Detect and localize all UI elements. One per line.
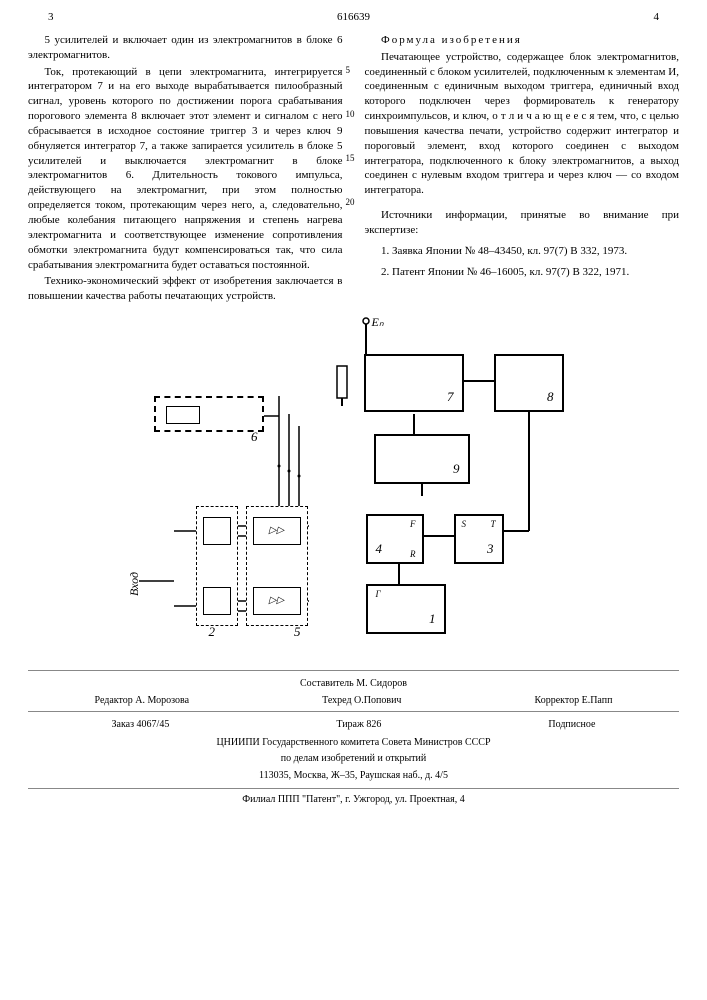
line-number: 20 <box>346 196 355 208</box>
tirage: Тираж 826 <box>336 718 381 732</box>
block-6: 6 <box>154 396 264 432</box>
dept: по делам изобретений и открытий <box>28 752 679 766</box>
para: Печатающее устройство, содержащее блок э… <box>365 50 680 198</box>
right-column: Формула изобретения Печатающее устройств… <box>365 33 680 306</box>
pin-g: Г <box>376 588 381 600</box>
block-4-label: 4 <box>376 540 383 558</box>
block-1-label: 1 <box>429 610 436 628</box>
corrector-name: Корректор Е.Папп <box>535 694 613 708</box>
committee: ЦНИИПИ Государственного комитета Совета … <box>28 736 679 750</box>
tech-name: Техред О.Попович <box>322 694 401 708</box>
block-8: 8 <box>494 354 564 412</box>
block-2-label: 2 <box>209 623 216 641</box>
left-column: 5 усилителей и включает один из электром… <box>28 33 343 306</box>
reference: 1. Заявка Японии № 48–43450, кл. 97(7) В… <box>365 244 680 259</box>
block-6-label: 6 <box>251 428 258 446</box>
block-7-label: 7 <box>447 388 454 406</box>
footer-block: Составитель М. Сидоров Редактор А. Мороз… <box>28 670 679 807</box>
text-columns: 5 усилителей и включает один из электром… <box>28 33 679 306</box>
page-header: 3 616639 4 <box>28 10 679 25</box>
order-row: Заказ 4067/45 Тираж 826 Подписное <box>28 718 679 732</box>
block-9: 9 <box>374 434 470 484</box>
para: Ток, протекающий в цепи электромагнита, … <box>28 65 343 273</box>
block-9-label: 9 <box>453 460 460 478</box>
block-4: F R 4 <box>366 514 424 564</box>
block-8-label: 8 <box>547 388 554 406</box>
block-5: ▷▷ ▷▷ 5 <box>246 506 308 626</box>
block-2: 2 <box>196 506 238 626</box>
page-right: 4 <box>654 10 660 25</box>
pin-en-label: Eₙ <box>372 314 384 330</box>
formula-title: Формула изобретения <box>365 33 680 48</box>
triangle-icon: ▷▷ <box>269 594 284 608</box>
diagram-container: Eₙ 7 8 9 F R 4 S T 3 Г 1 <box>28 316 679 656</box>
triangle-icon: ▷▷ <box>269 524 284 538</box>
inner-box <box>203 517 231 545</box>
pin-r: R <box>410 548 416 560</box>
line-number: 15 <box>346 152 355 164</box>
block-1: Г 1 <box>366 584 446 634</box>
compiler-row: Составитель М. Сидоров <box>28 677 679 691</box>
branch: Филиал ППП "Патент", г. Ужгород, ул. Про… <box>28 788 679 807</box>
addr: 113035, Москва, Ж–35, Раушская наб., д. … <box>28 769 679 783</box>
block-3-label: 3 <box>487 540 494 558</box>
editor-name: Редактор А. Морозова <box>95 694 190 708</box>
reference: 2. Патент Японии № 46–16005, кл. 97(7) В… <box>365 265 680 280</box>
inner-box <box>166 406 200 424</box>
doc-number: 616639 <box>337 10 370 25</box>
line-number: 10 <box>346 108 355 120</box>
block-7: 7 <box>364 354 464 412</box>
amp-box: ▷▷ <box>253 587 301 615</box>
names-row: Редактор А. Морозова Техред О.Попович Ко… <box>28 694 679 713</box>
block-3: S T 3 <box>454 514 504 564</box>
sources-title: Источники информации, принятые во вниман… <box>365 208 680 238</box>
input-label: Вход <box>126 572 142 596</box>
para: Технико-экономический эффект от изобрете… <box>28 274 343 304</box>
pin-s: S <box>462 518 467 530</box>
page-left: 3 <box>48 10 54 25</box>
pin-t: T <box>490 518 495 530</box>
circuit-diagram: Eₙ 7 8 9 F R 4 S T 3 Г 1 <box>134 316 574 656</box>
block-5-label: 5 <box>294 623 301 641</box>
order-num: Заказ 4067/45 <box>112 718 170 732</box>
line-number: 5 <box>346 64 351 76</box>
amp-box: ▷▷ <box>253 517 301 545</box>
pin-f: F <box>410 518 416 530</box>
para: 5 усилителей и включает один из электром… <box>28 33 343 63</box>
subscrib: Подписное <box>548 718 595 732</box>
inner-box <box>203 587 231 615</box>
